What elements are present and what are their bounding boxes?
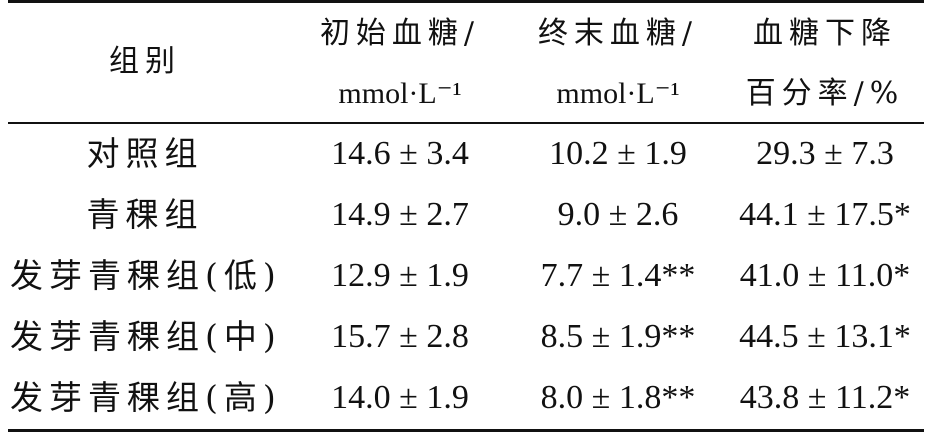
header-final-line2: mmol·L⁻¹ [556,77,680,110]
row-0-group: 对照组 [86,134,204,173]
row-3-drop: 44.5 ± 13.1* [739,318,911,355]
row-0-drop: 29.3 ± 7.3 [756,135,894,172]
row-3-group: 发芽青稞组(中) [10,317,282,356]
row-3-initial: 15.7 ± 2.8 [331,318,469,355]
row-1-drop: 44.1 ± 17.5* [739,196,911,233]
row-2-initial: 12.9 ± 1.9 [331,257,469,294]
header-group: 组别 [109,44,181,79]
row-2-final: 7.7 ± 1.4** [540,257,696,294]
row-0-final: 10.2 ± 1.9 [549,135,687,172]
header-initial-line1: 初始血糖/ [319,16,481,51]
row-2-group: 发芽青稞组(低) [10,256,282,295]
header-final-line1: 终末血糖/ [537,16,699,51]
row-1-final: 9.0 ± 2.6 [557,196,679,233]
row-1-group: 青稞组 [86,195,204,234]
row-1-initial: 14.9 ± 2.7 [331,196,469,233]
bottom-rule [8,429,924,432]
row-4-drop: 43.8 ± 11.2* [739,379,911,416]
row-4-final: 8.0 ± 1.8** [540,379,696,416]
row-4-initial: 14.0 ± 1.9 [331,379,469,416]
row-0-initial: 14.6 ± 3.4 [331,135,469,172]
row-2-drop: 41.0 ± 11.0* [739,257,911,294]
header-drop-line2: 百分率/% [745,76,905,111]
header-initial-line2: mmol·L⁻¹ [338,77,462,110]
row-3-final: 8.5 ± 1.9** [540,318,696,355]
row-4-group: 发芽青稞组(高) [10,378,282,417]
header-rule [8,122,924,124]
header-drop-line1: 血糖下降 [753,16,897,51]
top-rule [8,0,924,3]
